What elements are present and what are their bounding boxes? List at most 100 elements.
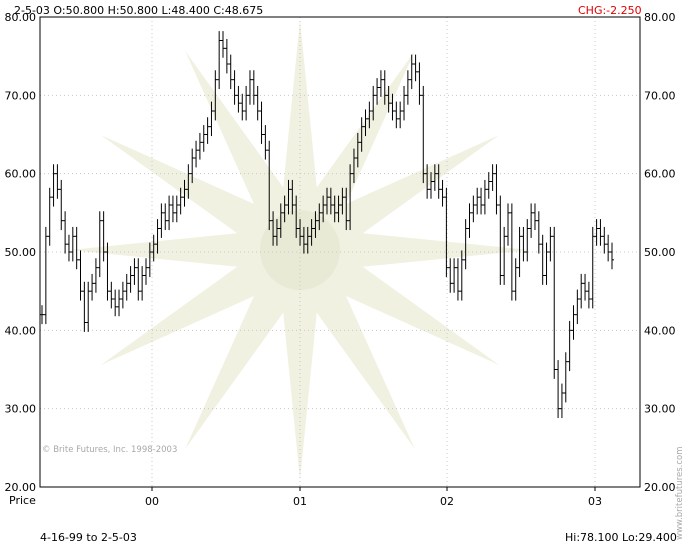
- ohlc-bar: [498, 195, 503, 285]
- ohlc-bar: [355, 132, 360, 168]
- ohlc-bar: [63, 211, 68, 254]
- copyright-text: © Brite Futures, Inc. 1998-2003: [42, 445, 177, 455]
- y-tick-label-right: 50.00: [644, 246, 676, 259]
- ohlc-bar: [417, 62, 422, 105]
- ohlc-bar: [590, 226, 595, 309]
- ohlc-bar: [579, 273, 584, 309]
- ohlc-bar: [51, 164, 56, 207]
- ohlc-bar: [244, 85, 249, 121]
- change-readout: CHG:-2.250: [578, 4, 642, 17]
- ohlc-bar: [78, 250, 83, 301]
- ohlc-bar: [59, 179, 64, 231]
- ohlc-bar: [186, 164, 191, 199]
- hi-lo: Hi:78.100 Lo:29.400: [565, 531, 677, 544]
- ohlc-bar: [255, 85, 260, 121]
- ohlc-bar: [128, 266, 133, 293]
- ohlc-bar: [455, 258, 460, 301]
- ohlc-bar: [97, 211, 102, 278]
- ohlc-bar: [328, 187, 333, 215]
- ohlc-bar: [147, 242, 152, 278]
- ohlc-bar: [563, 352, 568, 403]
- ohlc-bar: [201, 125, 206, 152]
- ohlc-bar: [117, 289, 122, 317]
- y-tick-label-left: 30.00: [5, 403, 37, 416]
- ohlc-bar: [402, 85, 407, 121]
- ohlc-bar: [309, 219, 314, 246]
- ohlc-bar: [482, 179, 487, 215]
- ohlc-bar: [390, 93, 395, 121]
- ohlc-bar: [194, 140, 199, 168]
- ohlc-readout: 2-5-03 O:50.800 H:50.800 L:48.400 C:48.6…: [14, 4, 264, 17]
- ohlc-bar: [475, 187, 480, 215]
- ohlc-bar: [209, 101, 214, 137]
- ohlc-bar: [367, 101, 372, 129]
- ohlc-bar: [502, 226, 507, 285]
- ohlc-bar: [552, 226, 557, 379]
- ohlc-bar: [398, 101, 403, 129]
- ohlc-bar: [440, 179, 445, 207]
- y-tick-label-left: 70.00: [5, 89, 37, 102]
- ohlc-bar: [136, 258, 141, 301]
- ohlc-bar: [594, 219, 599, 246]
- ohlc-bar: [452, 258, 457, 293]
- ohlc-bar: [386, 85, 391, 113]
- ohlc-bar: [298, 219, 303, 246]
- ohlc-bar: [170, 195, 175, 223]
- ohlc-bar: [378, 70, 383, 97]
- ohlc-bar: [321, 195, 326, 223]
- ohlc-bar: [228, 54, 233, 90]
- ohlc-bar: [113, 289, 118, 317]
- ohlc-bar: [274, 219, 279, 246]
- ohlc-bar: [317, 203, 322, 231]
- ohlc-bar: [290, 179, 295, 215]
- ohlc-bar: [459, 250, 464, 301]
- ohlc-bar: [479, 187, 484, 215]
- ohlc-bar: [467, 203, 472, 238]
- ohlc-bar: [363, 109, 368, 137]
- ohlc-bar: [506, 203, 511, 246]
- ohlc-bar: [444, 187, 449, 278]
- ohlc-bar: [375, 78, 380, 105]
- ohlc-bar: [159, 203, 164, 238]
- ohlc-bar: [182, 179, 187, 207]
- ohlc-bar: [205, 117, 210, 144]
- ohlc-bar: [236, 85, 241, 113]
- x-tick-label: 03: [588, 495, 602, 508]
- ohlc-bar: [494, 164, 499, 215]
- ohlc-bar: [305, 226, 310, 254]
- star-center: [260, 210, 340, 290]
- ohlc-bar: [436, 164, 441, 199]
- ohlc-bar: [371, 85, 376, 121]
- ohlc-bar: [140, 266, 145, 301]
- y-tick-label-right: 80.00: [644, 11, 676, 24]
- ohlc-bar: [428, 172, 433, 199]
- ohlc-bar: [509, 203, 514, 301]
- y-tick-label-left: 80.00: [5, 11, 37, 24]
- ohlc-bar: [336, 195, 341, 223]
- grid: [40, 17, 640, 491]
- ohlc-bar: [556, 360, 561, 419]
- y-tick-label-left: 60.00: [5, 168, 37, 181]
- ohlc-bar: [109, 281, 114, 309]
- ohlc-bar: [325, 187, 329, 215]
- ohlc-bar: [351, 148, 356, 184]
- ohlc-bar: [486, 172, 491, 199]
- ohlc-bar: [221, 31, 226, 58]
- ohlc-bar: [271, 211, 276, 246]
- ohlc-bar: [332, 195, 337, 223]
- ohlc-bar: [301, 226, 306, 254]
- ohlc-bar: [583, 273, 588, 301]
- ohlc-bar: [82, 281, 87, 332]
- price-bars: [40, 31, 614, 419]
- y-tick-label-right: 40.00: [644, 324, 676, 337]
- ohlc-bar: [432, 164, 437, 191]
- ohlc-bar: [251, 70, 256, 105]
- ohlc-bar: [517, 226, 522, 278]
- ohlc-bar: [217, 31, 222, 90]
- ohlc-bar: [313, 211, 318, 238]
- ohlc-bar: [405, 70, 410, 105]
- ohlc-bar: [413, 54, 418, 82]
- ohlc-bar: [567, 320, 572, 372]
- ohlc-bar: [190, 148, 195, 184]
